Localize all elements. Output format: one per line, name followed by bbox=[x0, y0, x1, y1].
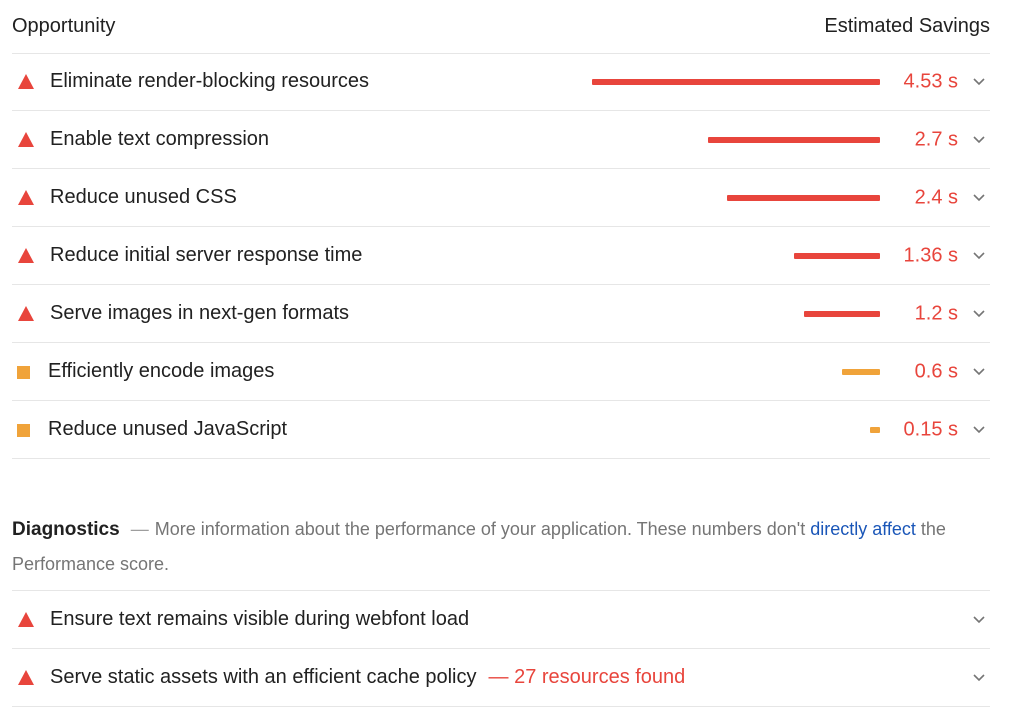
chevron-down-icon[interactable] bbox=[972, 250, 986, 260]
opportunity-title: Efficiently encode images bbox=[48, 360, 275, 382]
chevron-down-icon[interactable] bbox=[972, 308, 986, 318]
savings-bar-track bbox=[590, 310, 880, 317]
savings-bar bbox=[804, 310, 880, 317]
directly-affect-link[interactable]: directly affect bbox=[810, 519, 916, 539]
diagnostic-row-webfont[interactable]: Ensure text remains visible during webfo… bbox=[12, 591, 990, 649]
estimated-savings-column-label: Estimated Savings bbox=[824, 15, 990, 37]
savings-value: 1.2 s bbox=[914, 302, 958, 324]
opportunity-header: Opportunity Estimated Savings bbox=[12, 0, 990, 54]
diagnostics-title: Diagnostics bbox=[12, 519, 120, 540]
divider bbox=[12, 590, 990, 591]
savings-bar bbox=[870, 426, 880, 433]
chevron-down-icon[interactable] bbox=[972, 424, 986, 434]
diagnostic-title: Ensure text remains visible during webfo… bbox=[50, 608, 470, 630]
savings-bar bbox=[708, 136, 880, 143]
savings-bar-track bbox=[590, 194, 880, 201]
diagnostics-description: Diagnostics — More information about the … bbox=[12, 512, 972, 581]
savings-bar-track bbox=[590, 368, 880, 375]
diagnostics-text-before: More information about the performance o… bbox=[154, 519, 811, 539]
savings-bar-track bbox=[590, 426, 880, 433]
savings-bar-track bbox=[590, 136, 880, 143]
diagnostic-title: Serve static assets with an efficient ca… bbox=[50, 666, 477, 688]
warning-triangle-icon bbox=[12, 591, 50, 648]
opportunity-row-text-compression[interactable]: Enable text compression 2.7 s bbox=[12, 111, 990, 169]
chevron-down-icon[interactable] bbox=[972, 672, 986, 682]
chevron-down-icon[interactable] bbox=[972, 192, 986, 202]
savings-value: 0.6 s bbox=[914, 360, 958, 382]
savings-value: 1.36 s bbox=[903, 244, 958, 266]
chevron-down-icon[interactable] bbox=[972, 134, 986, 144]
chevron-down-icon[interactable] bbox=[972, 366, 986, 376]
opportunity-row-render-blocking[interactable]: Eliminate render-blocking resources 4.53… bbox=[12, 53, 990, 111]
chevron-down-icon[interactable] bbox=[972, 614, 986, 624]
savings-value: 4.53 s bbox=[903, 70, 958, 92]
opportunity-title: Eliminate render-blocking resources bbox=[50, 70, 370, 92]
warning-triangle-icon bbox=[12, 169, 50, 226]
opportunity-title: Reduce unused JavaScript bbox=[48, 418, 288, 440]
opportunity-column-label: Opportunity bbox=[12, 15, 116, 37]
savings-bar bbox=[727, 194, 880, 201]
opportunity-row-unused-javascript[interactable]: Reduce unused JavaScript 0.15 s bbox=[12, 401, 990, 459]
warning-triangle-icon bbox=[12, 53, 50, 110]
resources-found-text: — 27 resources found bbox=[488, 666, 686, 688]
opportunity-row-next-gen-images[interactable]: Serve images in next-gen formats 1.2 s bbox=[12, 285, 990, 343]
diagnostics-text-after: the Performance score. bbox=[12, 519, 946, 574]
warning-triangle-icon bbox=[12, 649, 50, 706]
savings-value: 2.4 s bbox=[914, 186, 958, 208]
savings-bar bbox=[592, 78, 880, 85]
opportunity-row-encode-images[interactable]: Efficiently encode images 0.6 s bbox=[12, 343, 990, 401]
opportunity-title: Serve images in next-gen formats bbox=[50, 302, 350, 324]
warning-triangle-icon bbox=[12, 111, 50, 168]
savings-bar bbox=[842, 368, 880, 375]
opportunity-title: Enable text compression bbox=[50, 128, 270, 150]
orange-square-icon bbox=[12, 401, 50, 458]
orange-square-icon bbox=[12, 343, 50, 400]
savings-bar-track bbox=[590, 252, 880, 259]
opportunity-row-server-response[interactable]: Reduce initial server response time 1.36… bbox=[12, 227, 990, 285]
savings-bar bbox=[794, 252, 880, 259]
warning-triangle-icon bbox=[12, 285, 50, 342]
chevron-down-icon[interactable] bbox=[972, 76, 986, 86]
opportunity-row-unused-css[interactable]: Reduce unused CSS 2.4 s bbox=[12, 169, 990, 227]
savings-value: 0.15 s bbox=[903, 418, 958, 440]
diagnostic-row-cache-policy[interactable]: Serve static assets with an efficient ca… bbox=[12, 649, 990, 707]
opportunity-title: Reduce unused CSS bbox=[50, 186, 237, 208]
opportunity-title: Reduce initial server response time bbox=[50, 244, 363, 266]
warning-triangle-icon bbox=[12, 227, 50, 284]
savings-bar-track bbox=[590, 78, 880, 85]
savings-value: 2.7 s bbox=[914, 128, 958, 150]
diagnostics-dash: — bbox=[130, 519, 149, 539]
